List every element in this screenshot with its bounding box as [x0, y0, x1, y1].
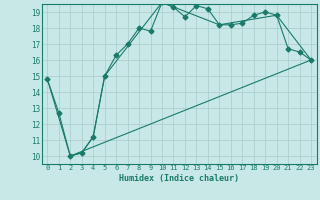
X-axis label: Humidex (Indice chaleur): Humidex (Indice chaleur) — [119, 174, 239, 183]
